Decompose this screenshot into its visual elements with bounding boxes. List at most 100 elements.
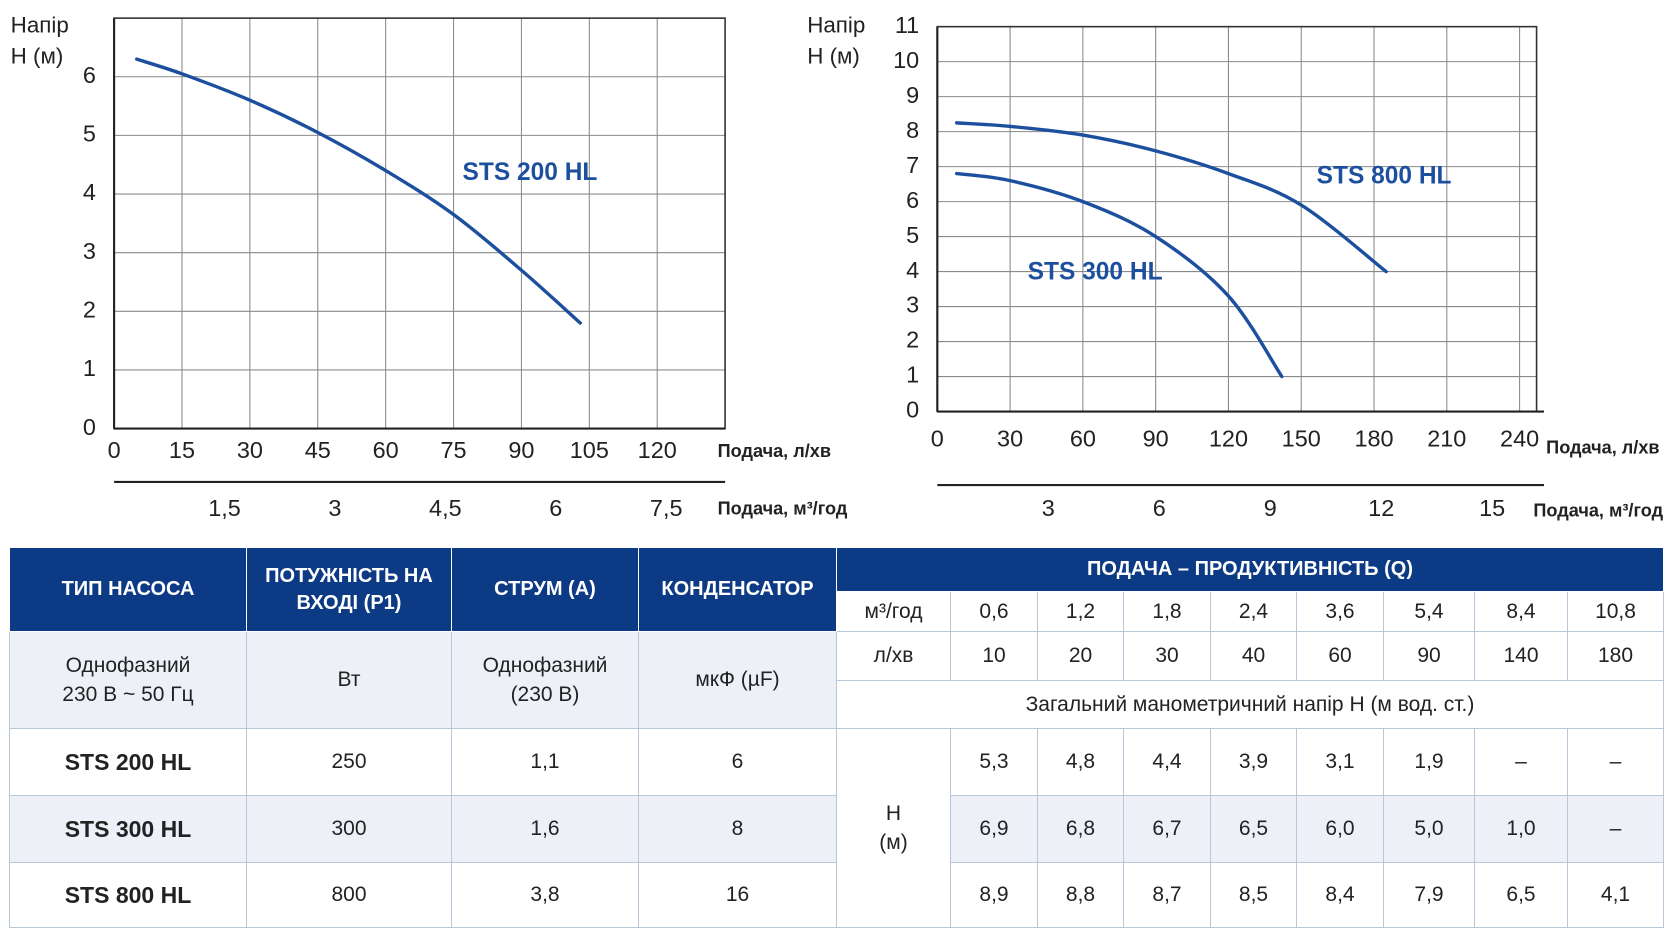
flow-cell: 1,8 bbox=[1123, 591, 1211, 632]
x-tick-label: 90 bbox=[508, 437, 534, 463]
x2-tick-label: 7,5 bbox=[650, 495, 683, 521]
y-tick-label: 1 bbox=[906, 362, 919, 388]
x-tick-label: 105 bbox=[570, 437, 609, 463]
x-tick-label: 150 bbox=[1282, 426, 1321, 452]
units-row: Однофазний 230 В ~ 50 Гц Вт Однофазний (23… bbox=[9, 631, 1665, 729]
y-axis-label: Н (м) bbox=[807, 43, 860, 68]
unit-cell: л/хв bbox=[836, 631, 951, 681]
head-caption: Загальний манометричний напір Н (м вод. … bbox=[835, 680, 1665, 729]
x2-tick-label: 6 bbox=[549, 495, 562, 521]
x2-axis-label: Подача, м³/год bbox=[718, 498, 848, 518]
head-cell: 8,8 bbox=[1037, 862, 1124, 928]
series-label: STS 300 HL bbox=[1028, 258, 1163, 285]
x-tick-label: 180 bbox=[1354, 426, 1393, 452]
x2-tick-label: 6 bbox=[1153, 495, 1166, 521]
x-axis-label: Подача, л/хв bbox=[1546, 438, 1659, 458]
x-tick-label: 45 bbox=[305, 437, 331, 463]
pump-row: STS 200 HL 250 1,1 6 Н (м) 5,3 4,8 4,4 3,9 3,1 1,9… bbox=[9, 728, 1665, 928]
flow-cell: 20 bbox=[1037, 631, 1124, 681]
head-cell: 5,0 bbox=[1383, 795, 1475, 863]
head-cell: 6,9 bbox=[950, 795, 1038, 863]
y-tick-label: 8 bbox=[906, 117, 919, 143]
y-tick-label: 9 bbox=[906, 82, 919, 108]
x-tick-label: 0 bbox=[108, 437, 121, 463]
spec-table: ТИП НАСОСА ПОТУЖНІСТЬ НА ВХОДІ (Р1) СТРУМ … bbox=[9, 547, 1665, 928]
x-tick-label: 240 bbox=[1500, 426, 1539, 452]
head-cell: 1,9 bbox=[1383, 728, 1475, 796]
pump-row: STS 800 HL 800 3,8 16 8,9 8,8 8,7 8,5 8,4 7,9 6,5 4… bbox=[9, 862, 1665, 928]
y-axis-label: Н (м) bbox=[11, 43, 64, 68]
flow-cell: 30 bbox=[1123, 631, 1211, 681]
y-tick-label: 1 bbox=[83, 355, 96, 381]
column-header: КОНДЕНСАТОР bbox=[638, 547, 837, 632]
head-cell: 6,7 bbox=[1123, 795, 1211, 863]
flow-cell: 10 bbox=[950, 631, 1038, 681]
x2-tick-label: 3 bbox=[328, 495, 341, 521]
flow-cell: 5,4 bbox=[1383, 591, 1475, 632]
flow-cell: 180 bbox=[1566, 631, 1665, 681]
flow-cell: 0,6 bbox=[950, 591, 1038, 632]
head-cell: 8,7 bbox=[1123, 862, 1211, 928]
spec-cell: 1,1 bbox=[451, 728, 639, 796]
y-tick-label: 0 bbox=[906, 397, 919, 423]
head-cell: 1,0 bbox=[1474, 795, 1568, 863]
head-cell: 4,1 bbox=[1566, 862, 1665, 928]
x2-axis-label: Подача, м³/год bbox=[1533, 501, 1663, 521]
flow-cell: 3,6 bbox=[1296, 591, 1384, 632]
head-cell: – bbox=[1474, 728, 1568, 796]
flow-cell: 1,2 bbox=[1037, 591, 1124, 632]
x-tick-label: 120 bbox=[1209, 426, 1248, 452]
y-tick-label: 4 bbox=[906, 257, 919, 283]
x-tick-label: 30 bbox=[237, 437, 263, 463]
flow-cell: 140 bbox=[1474, 631, 1568, 681]
curve bbox=[135, 57, 582, 325]
spec-cell: 6 bbox=[638, 728, 837, 796]
head-cell: 8,9 bbox=[950, 862, 1038, 928]
spec-cell: 3,8 bbox=[451, 862, 639, 928]
y-tick-label: 6 bbox=[83, 62, 96, 88]
unit-cell: Однофазний (230 В) bbox=[451, 631, 639, 729]
unit-cell: Однофазний 230 В ~ 50 Гц bbox=[9, 631, 247, 729]
header-row: ТИП НАСОСА ПОТУЖНІСТЬ НА ВХОДІ (Р1) СТРУМ … bbox=[9, 547, 1665, 632]
flow-m3-row: м³/год 0,6 1,2 1,8 2,4 3,6 5,4 8,4 10,8 bbox=[10, 591, 1665, 632]
head-cell: 8,4 bbox=[1296, 862, 1384, 928]
head-cell: 5,3 bbox=[950, 728, 1038, 796]
x2-tick-label: 3 bbox=[1042, 495, 1055, 521]
head-cell: 3,1 bbox=[1296, 728, 1384, 796]
x-tick-label: 90 bbox=[1143, 426, 1169, 452]
spec-cell: 250 bbox=[246, 728, 452, 796]
flow-cell: 8,4 bbox=[1474, 591, 1568, 632]
x2-tick-label: 12 bbox=[1368, 495, 1394, 521]
y-tick-label: 2 bbox=[906, 327, 919, 353]
y-tick-label: 7 bbox=[906, 152, 919, 178]
x2-tick-label: 15 bbox=[1479, 495, 1505, 521]
x-tick-label: 75 bbox=[441, 437, 467, 463]
y-tick-label: 5 bbox=[83, 121, 96, 147]
spec-cell: 8 bbox=[638, 795, 837, 863]
y-tick-label: 3 bbox=[906, 292, 919, 318]
y-tick-label: 3 bbox=[83, 238, 96, 264]
head-cell: 4,8 bbox=[1037, 728, 1124, 796]
model-cell: STS 200 HL bbox=[9, 728, 247, 796]
y-axis-label: Напір bbox=[11, 13, 69, 38]
head-cell: 6,0 bbox=[1296, 795, 1384, 863]
series-label: STS 800 HL bbox=[1317, 162, 1452, 189]
x-tick-label: 60 bbox=[1070, 426, 1096, 452]
head-cell: – bbox=[1566, 795, 1665, 863]
x-tick-label: 0 bbox=[931, 426, 944, 452]
spec-cell: 300 bbox=[246, 795, 452, 863]
curve bbox=[955, 171, 1284, 379]
unit-cell: Вт bbox=[246, 631, 452, 729]
head-cell: 3,9 bbox=[1210, 728, 1297, 796]
curve bbox=[955, 121, 1388, 274]
column-header: ТИП НАСОСА bbox=[9, 547, 247, 632]
head-cell: 4,4 bbox=[1123, 728, 1211, 796]
model-cell: STS 800 HL bbox=[9, 862, 247, 928]
y-tick-label: 4 bbox=[83, 179, 96, 205]
flow-cell: 2,4 bbox=[1210, 591, 1297, 632]
x2-tick-label: 1,5 bbox=[208, 495, 241, 521]
y-tick-label: 2 bbox=[83, 296, 96, 322]
column-header: ПОТУЖНІСТЬ НА ВХОДІ (Р1) bbox=[246, 547, 452, 632]
